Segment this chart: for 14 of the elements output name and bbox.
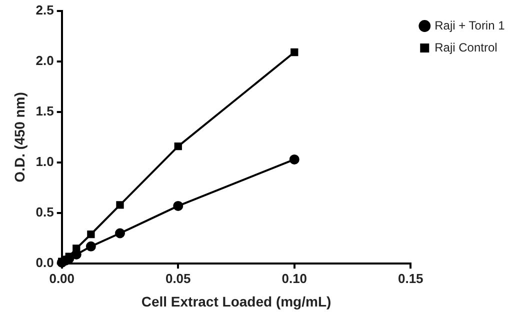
legend-label: Raji + Torin 1	[434, 18, 506, 32]
x-tick-label: 0.10	[282, 270, 308, 286]
y-axis-title: O.D. (450 nm)	[11, 92, 28, 182]
x-tick-label: 0.05	[165, 270, 191, 286]
legend-label: Raji Control	[434, 40, 498, 54]
y-tick-label: 1.0	[36, 154, 54, 170]
y-tick-label: 2.0	[36, 52, 54, 68]
y-tick-label: 2.5	[36, 2, 54, 18]
x-axis-title: Cell Extract Loaded (mg/mL)	[141, 293, 332, 310]
x-tick-label: 0.00	[49, 270, 75, 286]
x-tick-label: 0.15	[398, 270, 424, 286]
y-tick-label: 0.5	[36, 204, 54, 220]
y-tick-label: 0.0	[36, 255, 54, 270]
y-tick-label: 1.5	[36, 104, 54, 118]
